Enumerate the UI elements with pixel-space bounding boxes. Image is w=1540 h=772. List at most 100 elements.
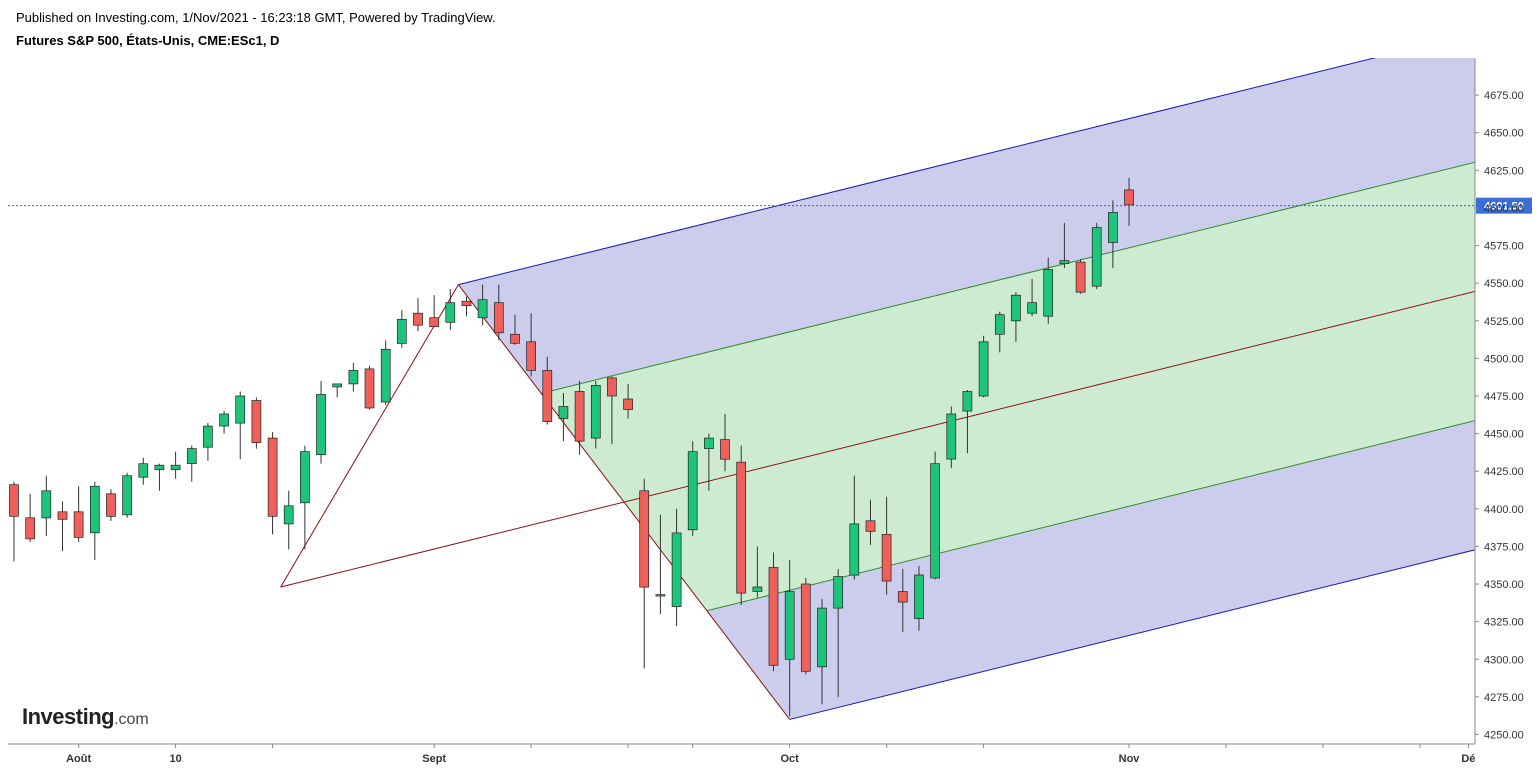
candle[interactable] — [203, 423, 213, 461]
candle[interactable] — [978, 335, 989, 398]
candle[interactable] — [897, 568, 908, 633]
candle[interactable] — [542, 356, 553, 425]
candle-body — [590, 385, 601, 439]
candle[interactable] — [881, 496, 892, 595]
candle[interactable] — [574, 380, 585, 455]
candle[interactable] — [493, 284, 504, 341]
candle[interactable] — [380, 340, 391, 406]
candle-body — [897, 591, 908, 603]
candle[interactable] — [461, 296, 472, 317]
candle[interactable] — [316, 380, 326, 464]
candle[interactable] — [623, 383, 633, 419]
candle-body — [800, 583, 811, 672]
candle-body — [332, 383, 343, 388]
candle[interactable] — [671, 508, 682, 627]
candle-body — [170, 464, 181, 471]
candle[interactable] — [429, 295, 440, 328]
candle[interactable] — [914, 565, 924, 631]
candle-body — [930, 463, 940, 579]
candle[interactable] — [25, 493, 36, 542]
x-tick-label: 10 — [169, 753, 181, 765]
candle[interactable] — [784, 559, 795, 717]
candle-body — [477, 299, 488, 319]
candle[interactable] — [994, 311, 1005, 353]
candle[interactable] — [1091, 222, 1102, 290]
candle[interactable] — [364, 365, 375, 410]
candle[interactable] — [510, 314, 520, 345]
candle[interactable] — [332, 383, 343, 398]
candle-body — [283, 505, 294, 525]
candle[interactable] — [122, 472, 132, 518]
pitchfork-upper-line — [458, 58, 1377, 286]
candle[interactable] — [768, 552, 779, 672]
candle[interactable] — [607, 376, 617, 445]
candle[interactable] — [413, 298, 423, 332]
candle[interactable] — [590, 380, 601, 449]
candle[interactable] — [348, 362, 359, 392]
candle[interactable] — [89, 481, 100, 560]
candle[interactable] — [1075, 259, 1086, 294]
candle[interactable] — [170, 451, 181, 479]
candle-body — [639, 490, 650, 588]
candle[interactable] — [930, 451, 940, 580]
candle-body — [736, 461, 747, 594]
candle[interactable] — [833, 568, 844, 697]
candle[interactable] — [655, 514, 666, 615]
candle[interactable] — [57, 501, 68, 551]
candle[interactable] — [1027, 278, 1037, 317]
candle-body — [849, 523, 860, 576]
candle[interactable] — [9, 481, 19, 562]
candle[interactable] — [1043, 257, 1054, 324]
y-tick-label: 4500.00 — [1484, 353, 1524, 365]
candle[interactable] — [186, 445, 197, 482]
candle[interactable] — [300, 445, 310, 550]
candle[interactable] — [106, 489, 116, 521]
candle-body — [978, 341, 989, 397]
candle[interactable] — [396, 310, 407, 348]
x-tick-label: Dé — [1461, 753, 1475, 765]
candle-body — [106, 493, 116, 517]
candle[interactable] — [477, 284, 488, 326]
candle[interactable] — [1124, 177, 1134, 226]
candle[interactable] — [1059, 222, 1070, 269]
candle[interactable] — [283, 490, 294, 550]
candle[interactable] — [736, 445, 747, 606]
candle[interactable] — [138, 457, 149, 485]
candle[interactable] — [154, 463, 165, 491]
candle-body — [348, 370, 359, 385]
candle[interactable] — [219, 411, 229, 434]
candle[interactable] — [704, 433, 714, 491]
candle[interactable] — [526, 313, 536, 377]
candle-body — [865, 520, 876, 532]
candle[interactable] — [558, 392, 569, 442]
candle[interactable] — [73, 486, 84, 542]
candle[interactable] — [849, 475, 860, 580]
candle[interactable] — [800, 578, 811, 675]
y-tick-label: 4375.00 — [1484, 541, 1524, 553]
candle[interactable] — [639, 478, 650, 669]
pitchfork-layer — [280, 58, 1475, 720]
instrument-title: Futures S&P 500, États-Unis, CME:ESc1, D — [16, 33, 280, 48]
candle[interactable] — [251, 397, 262, 449]
candle[interactable] — [445, 289, 456, 330]
axes-layer: 4675.00 4650.00 4625.00 4600.00 4575.00 4550.… — [8, 58, 1524, 765]
candle-body — [461, 300, 472, 307]
candle-body — [914, 574, 924, 619]
candle[interactable] — [1108, 200, 1118, 269]
candle-body — [219, 413, 229, 427]
candle[interactable] — [865, 499, 876, 545]
candle[interactable] — [752, 546, 763, 598]
candle[interactable] — [235, 391, 246, 460]
candle[interactable] — [946, 406, 957, 469]
candle[interactable] — [817, 599, 827, 705]
candle-body — [687, 451, 698, 531]
candle-body — [445, 302, 456, 323]
candle[interactable] — [267, 432, 278, 535]
candle[interactable] — [1011, 292, 1021, 342]
candle[interactable] — [687, 441, 698, 536]
candle-body — [623, 398, 633, 410]
candle[interactable] — [962, 389, 973, 454]
candle[interactable] — [41, 475, 52, 536]
candle[interactable] — [720, 414, 730, 472]
